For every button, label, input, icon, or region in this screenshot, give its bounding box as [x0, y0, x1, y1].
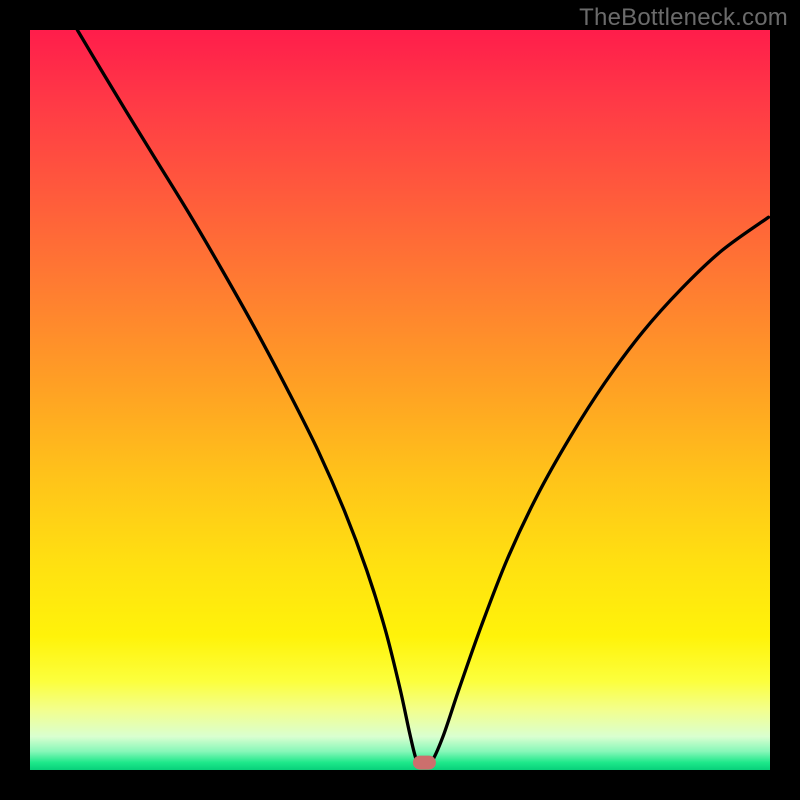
bottleneck-marker: [413, 756, 436, 770]
plot-background-gradient: [30, 30, 770, 770]
bottleneck-curve-chart: [0, 0, 800, 800]
